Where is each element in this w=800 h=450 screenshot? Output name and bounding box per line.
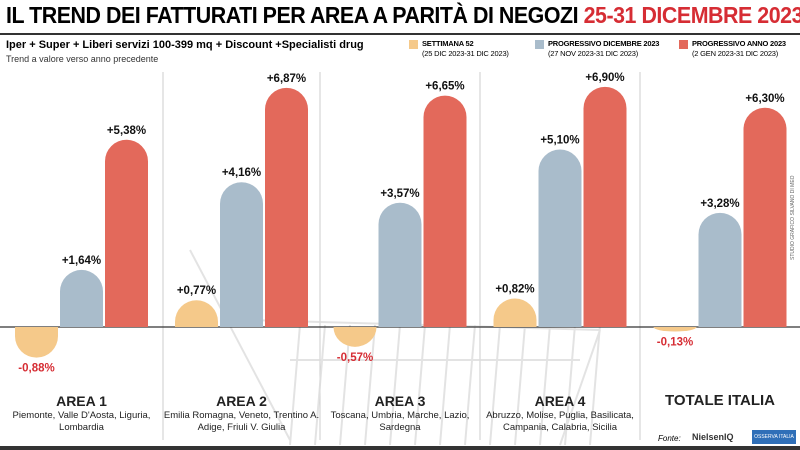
note: Trend a valore verso anno precedente: [6, 54, 159, 64]
data-label: +0,77%: [177, 285, 216, 297]
bar-2-4: [538, 149, 582, 327]
data-label: +6,30%: [745, 93, 784, 105]
bottom-bar: [0, 446, 800, 450]
cart-illustration: [189, 249, 601, 446]
legend-swatch: [409, 40, 418, 49]
bar-2-1: [60, 269, 103, 327]
bar-2-2: [220, 182, 263, 327]
bar-3-3: [423, 95, 467, 327]
bar-1-2: [175, 300, 218, 327]
area-1-label: AREA 1 Piemonte, Valle D'Aosta, Liguria, …: [12, 393, 151, 433]
legend-settimana: SETTIMANA 52 (25 DIC 2023-31 DIC 2023): [409, 39, 509, 59]
legend-anno: PROGRESSIVO ANNO 2023 (2 GEN 2023-31 DIC …: [679, 39, 786, 59]
bar-3-4: [583, 86, 627, 327]
data-label: -0,57%: [337, 352, 373, 364]
bar-1-4: [493, 298, 537, 327]
nielseniq-logo: NielsenIQ: [692, 432, 734, 442]
bar-1-3: [333, 327, 377, 347]
totale-italia-label: TOTALE ITALIA: [665, 392, 775, 409]
credit: STUDIO GRAFICO SILVANO DI MEO: [790, 175, 796, 260]
bar-1-5: [653, 327, 697, 332]
data-label: +5,38%: [107, 125, 146, 137]
bar-3-1: [105, 139, 148, 327]
data-label: +3,57%: [380, 188, 419, 200]
data-label: +6,65%: [425, 81, 464, 93]
data-label: -0,13%: [657, 337, 693, 349]
area-4-label: AREA 4 Abruzzo, Molise, Puglia, Basilicat…: [486, 393, 634, 433]
bar-3-2: [265, 87, 308, 327]
subtitle: Iper + Super + Liberi servizi 100-399 mq…: [6, 39, 364, 51]
data-label: +0,82%: [495, 283, 534, 295]
area-3-label: AREA 3 Toscana, Umbria, Marche, Lazio, Sa…: [330, 393, 470, 433]
data-label: +5,10%: [540, 135, 579, 147]
title-date: 25-31 DICEMBRE 2023: [583, 2, 800, 28]
source-label: Fonte:: [658, 434, 681, 443]
data-label: +6,90%: [585, 72, 624, 84]
osserva-italia-logo: OSSERVA ITALIA: [752, 430, 796, 444]
chart-title: IL TREND DEI FATTURATI PER AREA A PARITÀ…: [6, 2, 800, 29]
legend-dicembre: PROGRESSIVO DICEMBRE 2023 (27 NOV 2023-31…: [535, 39, 659, 59]
bar-3-5: [743, 107, 787, 327]
bar-2-3: [378, 202, 422, 327]
legend-swatch: [535, 40, 544, 49]
legend-swatch: [679, 40, 688, 49]
data-label: +6,87%: [267, 73, 306, 85]
data-label: +1,64%: [62, 255, 101, 267]
area-2-label: AREA 2 Emilia Romagna, Veneto, Trentino A…: [163, 393, 320, 433]
bar-2-5: [698, 212, 742, 327]
data-label: +3,28%: [700, 198, 739, 210]
bar-1-1: [15, 327, 58, 358]
title-rule: [0, 33, 800, 35]
data-label: -0,88%: [18, 363, 54, 375]
data-label: +4,16%: [222, 167, 261, 179]
